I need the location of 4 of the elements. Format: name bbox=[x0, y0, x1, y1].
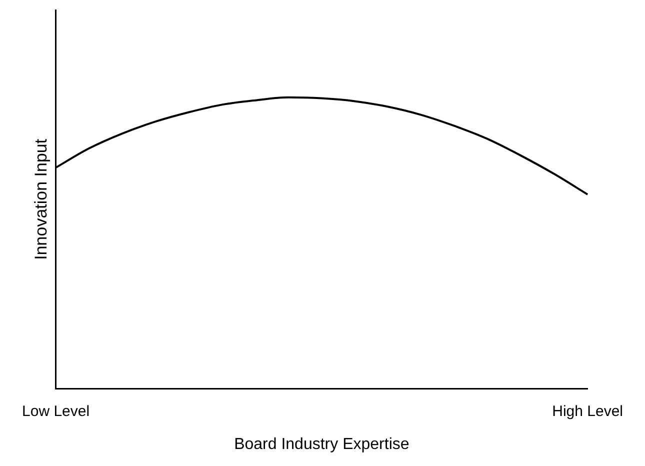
x-tick-label: High Level bbox=[552, 402, 624, 420]
x-axis-title: Board Industry Expertise bbox=[234, 436, 410, 453]
y-axis-title: Innovation Input bbox=[31, 138, 50, 260]
x-tick-label: Low Level bbox=[22, 402, 90, 420]
